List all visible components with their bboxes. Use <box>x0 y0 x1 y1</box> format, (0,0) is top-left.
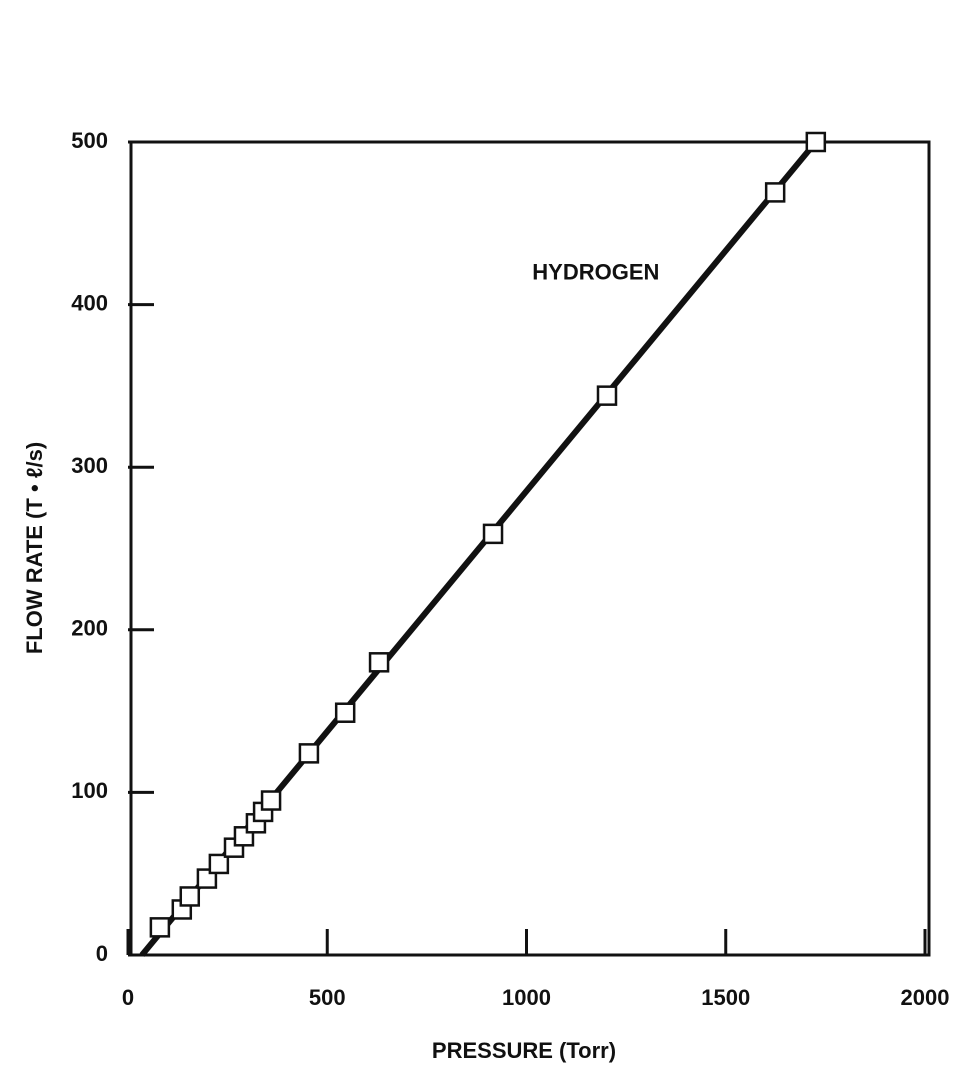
data-point <box>764 182 786 203</box>
data-point <box>208 853 230 875</box>
data-point <box>805 131 827 153</box>
x-tick-label: 1000 <box>502 985 551 1010</box>
y-axis-label: FLOW RATE (T • ℓ/s) <box>22 442 47 654</box>
data-point <box>179 886 201 907</box>
y-tick-label: 100 <box>71 778 108 803</box>
data-point <box>596 385 618 406</box>
data-point <box>368 652 390 673</box>
data-point <box>149 917 171 938</box>
x-tick-label: 500 <box>309 985 346 1010</box>
data-point <box>260 790 282 811</box>
x-axis-label: PRESSURE (Torr) <box>432 1038 616 1063</box>
annotation: HYDROGEN <box>532 260 659 285</box>
data-point <box>334 702 356 723</box>
y-tick-label: 0 <box>96 941 108 966</box>
y-tick-label: 300 <box>71 453 108 478</box>
data-point <box>298 743 320 764</box>
y-tick-label: 200 <box>71 616 108 641</box>
x-tick-label: 2000 <box>901 985 950 1010</box>
plot-frame <box>129 140 931 957</box>
x-tick-label: 1500 <box>701 985 750 1010</box>
data-point <box>482 523 504 545</box>
x-tick-label: 0 <box>122 985 134 1010</box>
y-tick-label: 500 <box>71 128 108 153</box>
y-tick-label: 400 <box>71 290 108 315</box>
